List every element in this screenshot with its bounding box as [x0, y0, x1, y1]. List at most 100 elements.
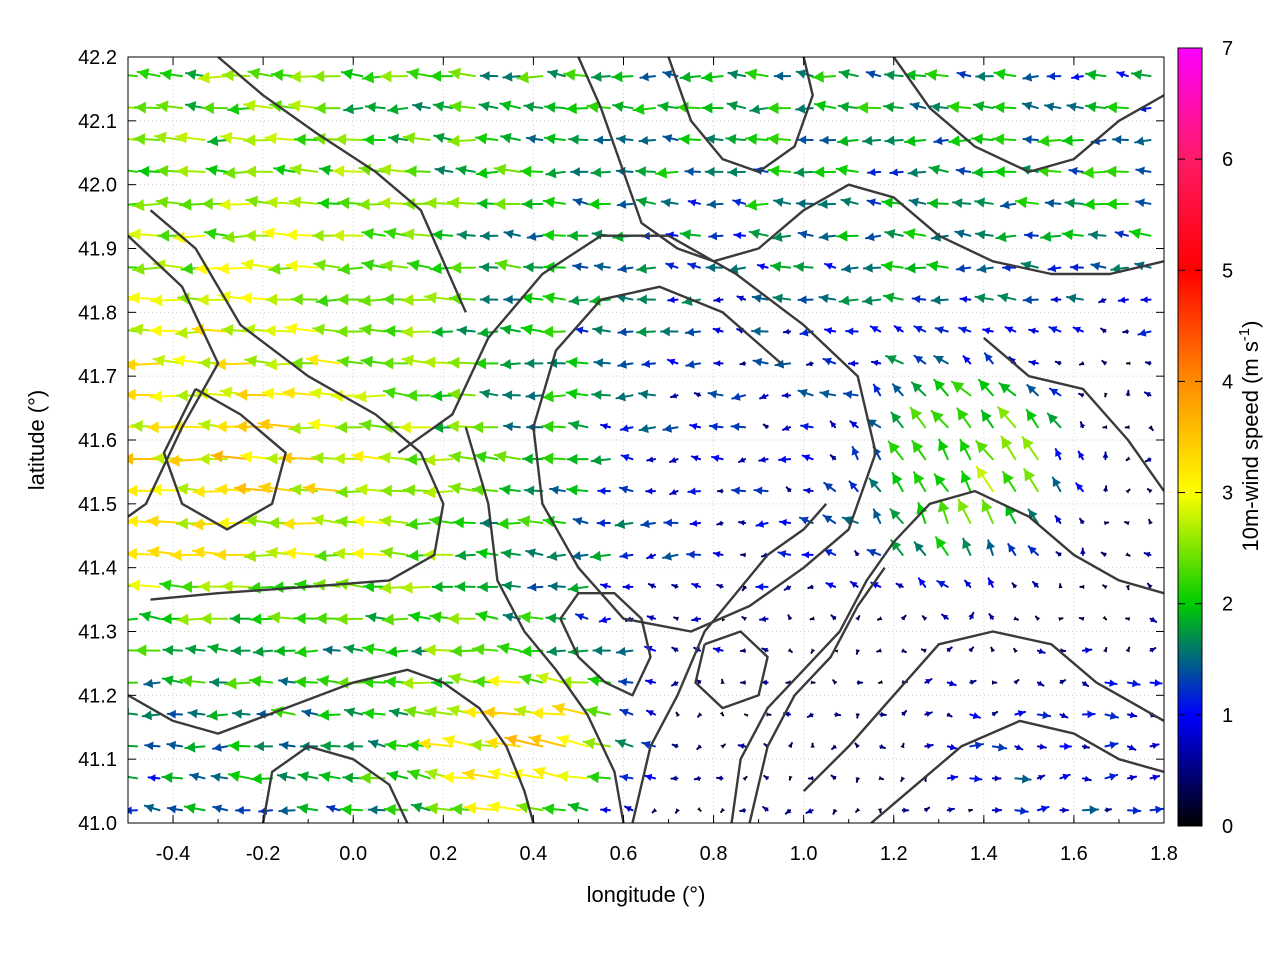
wind-arrow: [741, 585, 748, 592]
wind-arrow: [725, 133, 747, 145]
wind-arrow: [185, 644, 206, 655]
wind-arrow: [1081, 166, 1107, 179]
wind-arrow: [618, 677, 634, 687]
wind-arrow: [354, 390, 386, 403]
wind-arrow: [900, 742, 905, 749]
wind-arrow: [819, 135, 837, 145]
wind-arrow: [793, 261, 814, 273]
wind-arrow: [473, 451, 499, 464]
wind-arrow: [268, 262, 296, 275]
wind-arrow: [441, 771, 476, 784]
wind-arrow: [838, 295, 859, 306]
wind-arrow: [575, 613, 589, 621]
wind-arrow: [133, 101, 161, 114]
wind-arrow: [312, 323, 341, 336]
wind-arrow: [739, 360, 747, 366]
wind-arrow: [1055, 551, 1062, 557]
wind-arrow: [423, 356, 454, 369]
wind-arrow: [619, 773, 634, 782]
wind-arrow: [727, 69, 747, 80]
wind-arrow: [921, 615, 928, 621]
wind-arrow: [660, 326, 679, 337]
wind-arrow: [889, 508, 904, 524]
wind-arrow: [447, 356, 476, 369]
wind-arrow: [778, 455, 792, 464]
wind-arrow: [367, 805, 386, 815]
wind-arrow: [806, 712, 814, 718]
wind-arrow: [679, 71, 702, 83]
wind-arrow: [685, 360, 702, 369]
y-tick-label: 41.7: [78, 366, 117, 388]
wind-arrow: [832, 679, 838, 685]
wind-arrow: [865, 70, 882, 79]
wind-arrow: [500, 358, 521, 370]
wind-arrow: [499, 324, 521, 336]
wind-arrow: [314, 549, 341, 562]
wind-arrow: [293, 133, 319, 146]
wind-arrow: [720, 678, 725, 685]
wind-arrow: [596, 518, 611, 528]
wind-arrow: [968, 646, 975, 653]
wind-arrow: [753, 486, 769, 495]
wind-arrow: [991, 680, 998, 685]
wind-arrow: [1000, 200, 1017, 210]
wind-arrow: [586, 100, 611, 113]
wind-arrow: [946, 712, 953, 718]
wind-arrow: [503, 294, 521, 305]
wind-arrow: [612, 101, 634, 112]
wind-arrow: [1149, 805, 1164, 814]
wind-arrow: [976, 264, 994, 274]
wind-arrow: [521, 453, 544, 465]
wind-arrow: [767, 165, 792, 177]
wind-arrow: [1059, 807, 1069, 814]
wind-arrow: [243, 550, 274, 563]
wind-arrow: [1100, 551, 1107, 558]
wind-arrow: [1081, 775, 1092, 782]
wind-arrow: [616, 199, 634, 209]
colorbar-tick-label: 6: [1222, 149, 1233, 171]
wind-arrow: [1078, 360, 1085, 366]
wind-arrow: [771, 232, 792, 242]
wind-arrow: [784, 808, 792, 815]
wind-arrow: [671, 583, 679, 590]
wind-arrow: [239, 450, 274, 463]
wind-arrow: [249, 613, 274, 625]
wind-arrow: [855, 807, 861, 813]
wind-arrow: [240, 258, 274, 271]
wind-arrow: [568, 295, 589, 306]
wind-arrow: [562, 68, 589, 81]
wind-arrow: [479, 518, 499, 528]
wind-arrow: [829, 454, 837, 461]
wind-arrow: [411, 101, 431, 112]
wind-arrow: [503, 421, 521, 432]
y-tick-label: 41.8: [78, 302, 117, 324]
wind-arrow: [227, 770, 251, 782]
wind-arrow: [270, 69, 296, 82]
wind-arrow: [350, 450, 386, 463]
wind-arrow: [326, 804, 341, 813]
wind-arrow: [978, 378, 994, 397]
wind-arrow: [227, 740, 251, 752]
wind-arrow: [179, 198, 206, 211]
wind-arrow: [128, 298, 139, 301]
wind-arrow: [210, 450, 251, 463]
wind-arrow: [566, 453, 589, 465]
wind-arrow: [1149, 774, 1161, 781]
wind-arrow: [343, 741, 364, 752]
wind-arrow: [883, 70, 904, 81]
wind-arrow: [590, 454, 611, 466]
wind-arrow: [971, 166, 994, 178]
wind-arrow: [213, 548, 251, 561]
wind-arrow: [693, 392, 702, 398]
wind-arrow: [556, 734, 589, 748]
wind-arrow: [997, 292, 1017, 303]
wind-arrow: [1004, 504, 1017, 524]
wind-arrow: [358, 294, 386, 307]
contour-line: [983, 336, 1164, 492]
wind-arrow: [988, 613, 995, 620]
wind-arrow: [570, 167, 589, 177]
wind-arrow: [1079, 584, 1085, 589]
wind-arrow: [849, 580, 859, 588]
wind-arrow: [152, 354, 184, 367]
wind-arrow: [305, 354, 341, 367]
